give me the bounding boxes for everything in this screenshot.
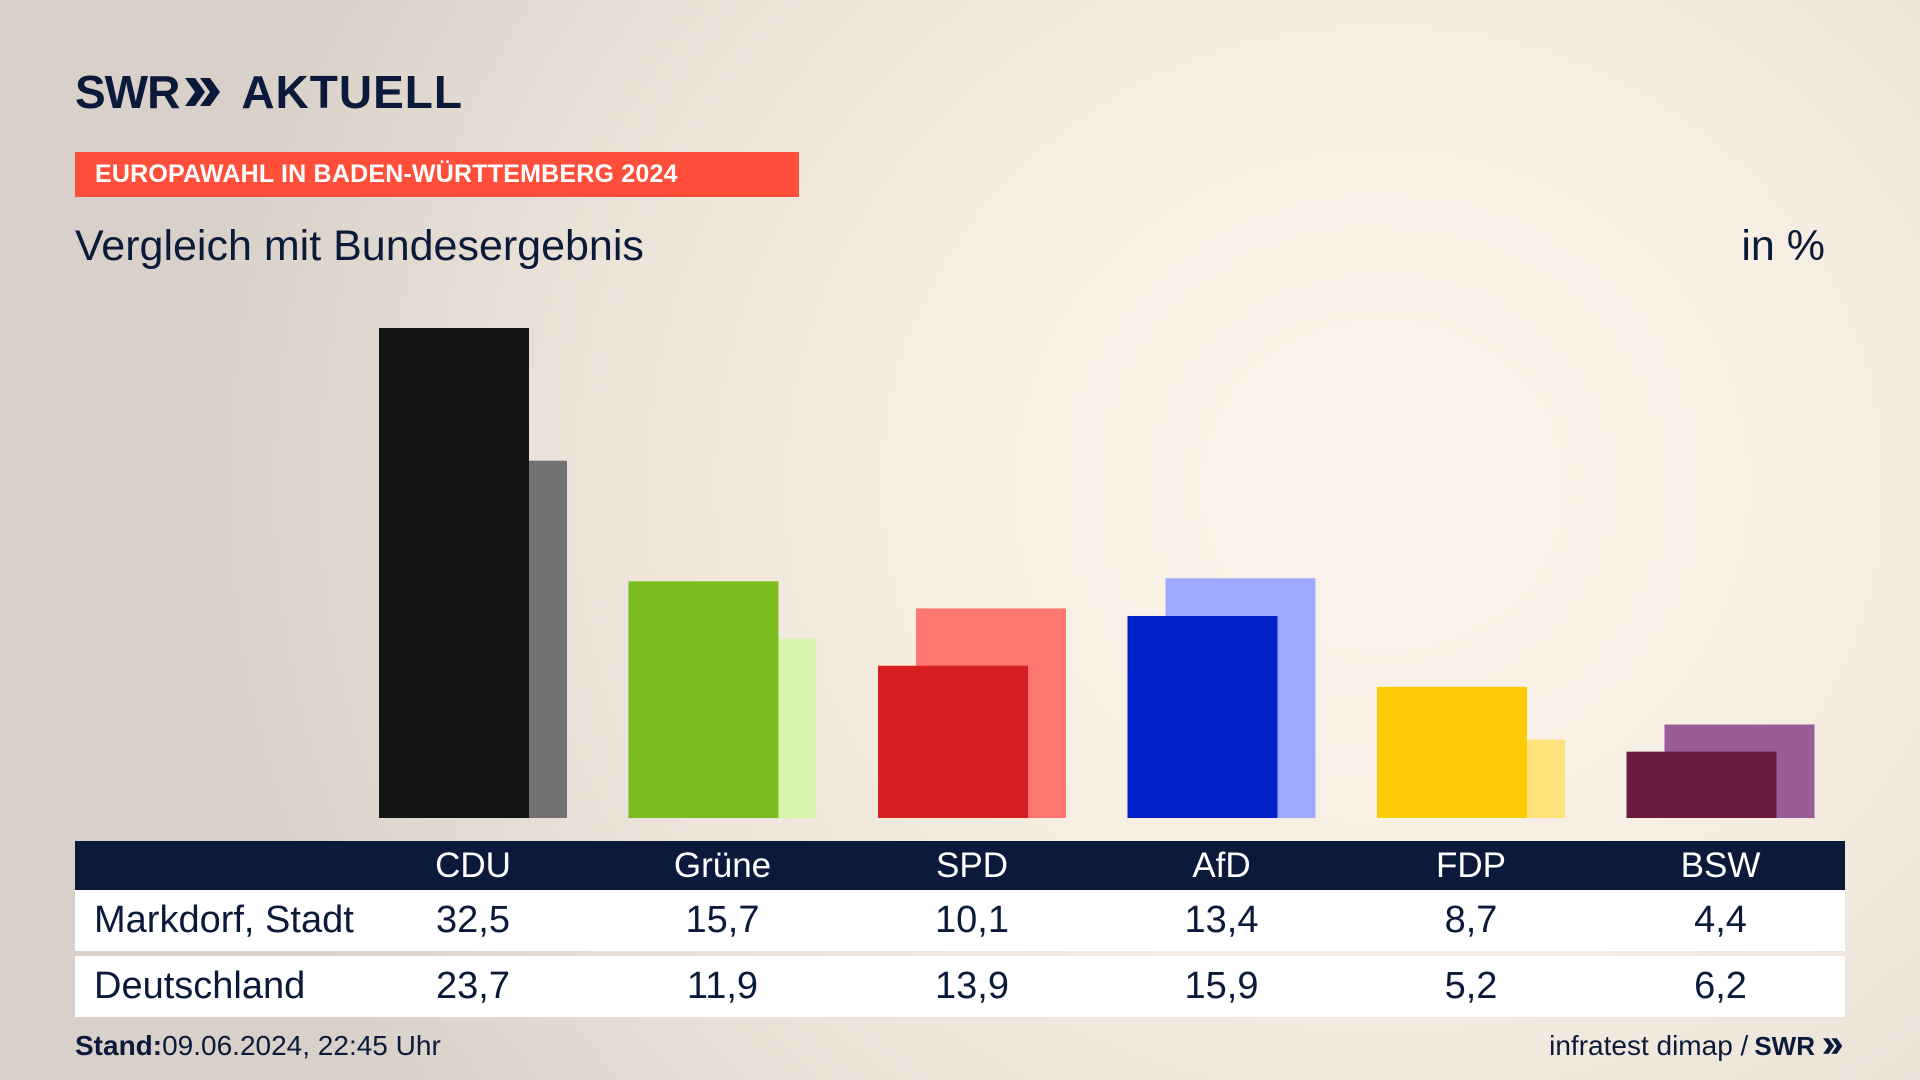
header-cdu: CDU — [435, 846, 511, 885]
bar-markdorf-fdp — [1377, 686, 1527, 818]
table-row-markdorf: Markdorf, Stadt 32,5 15,7 10,1 13,4 8,7 4,4 — [75, 890, 1845, 951]
value-deutschland-bsw: 6,2 — [1694, 965, 1747, 1007]
bar-markdorf-bsw — [1626, 751, 1777, 818]
bar-markdorf-afd — [1127, 615, 1278, 818]
value-deutschland-cdu: 23,7 — [436, 965, 510, 1007]
swr-aktuell-logo: SWR AKTUELL — [75, 64, 463, 120]
value-markdorf-grüne: 15,7 — [685, 899, 760, 941]
unit-label: in % — [1741, 222, 1825, 270]
value-markdorf-spd: 10,1 — [935, 899, 1009, 941]
header-fdp: FDP — [1436, 846, 1506, 885]
value-deutschland-afd: 15,9 — [1184, 965, 1259, 1007]
source-logo-swr: SWR — [1754, 1030, 1815, 1061]
header-bsw: BSW — [1680, 846, 1761, 885]
timestamp: Stand:09.06.2024, 22:45 Uhr — [75, 1030, 441, 1062]
value-markdorf-afd: 13,4 — [1184, 899, 1259, 941]
election-banner: EUROPAWAHL IN BADEN-WÜRTTEMBERG 2024 — [75, 152, 799, 197]
value-deutschland-grüne: 11,9 — [686, 965, 759, 1007]
bar-markdorf-cdu — [379, 328, 529, 818]
logo-aktuell-text: AKTUELL — [241, 66, 463, 118]
bar-markdorf-spd — [878, 665, 1028, 818]
bar-chart — [379, 328, 1815, 818]
header-spd: SPD — [936, 846, 1008, 885]
row-label-markdorf: Markdorf, Stadt — [94, 899, 354, 941]
double-chevron-icon-small — [1823, 1038, 1843, 1054]
row-label-deutschland: Deutschland — [94, 965, 306, 1007]
value-deutschland-fdp: 5,2 — [1444, 965, 1498, 1007]
stand-value: 09.06.2024, 22:45 Uhr — [162, 1030, 441, 1061]
value-deutschland-spd: 13,9 — [935, 965, 1009, 1007]
table-header: CDU Grüne SPD AfD FDP BSW — [75, 841, 1845, 890]
header-afd: AfD — [1192, 846, 1251, 885]
results-table: CDU Grüne SPD AfD FDP BSW Markdorf, Stadt 32,… — [75, 841, 1845, 1017]
source-text: infratest dimap / — [1549, 1030, 1749, 1061]
table-row-deutschland: Deutschland 23,7 11,9 13,9 15,9 5,2 6,2 — [75, 956, 1845, 1017]
value-markdorf-bsw: 4,4 — [1694, 899, 1747, 941]
header-grüne: Grüne — [673, 846, 772, 885]
double-chevron-icon — [185, 78, 221, 106]
value-markdorf-cdu: 32,5 — [436, 899, 510, 941]
logo-swr-text: SWR — [75, 66, 180, 118]
chart-subtitle: Vergleich mit Bundesergebnis — [75, 222, 644, 270]
bar-markdorf-grüne — [628, 581, 779, 818]
source-credit: infratest dimap / SWR — [1549, 1030, 1845, 1062]
stand-label: Stand: — [75, 1030, 163, 1061]
value-markdorf-fdp: 8,7 — [1444, 899, 1498, 941]
